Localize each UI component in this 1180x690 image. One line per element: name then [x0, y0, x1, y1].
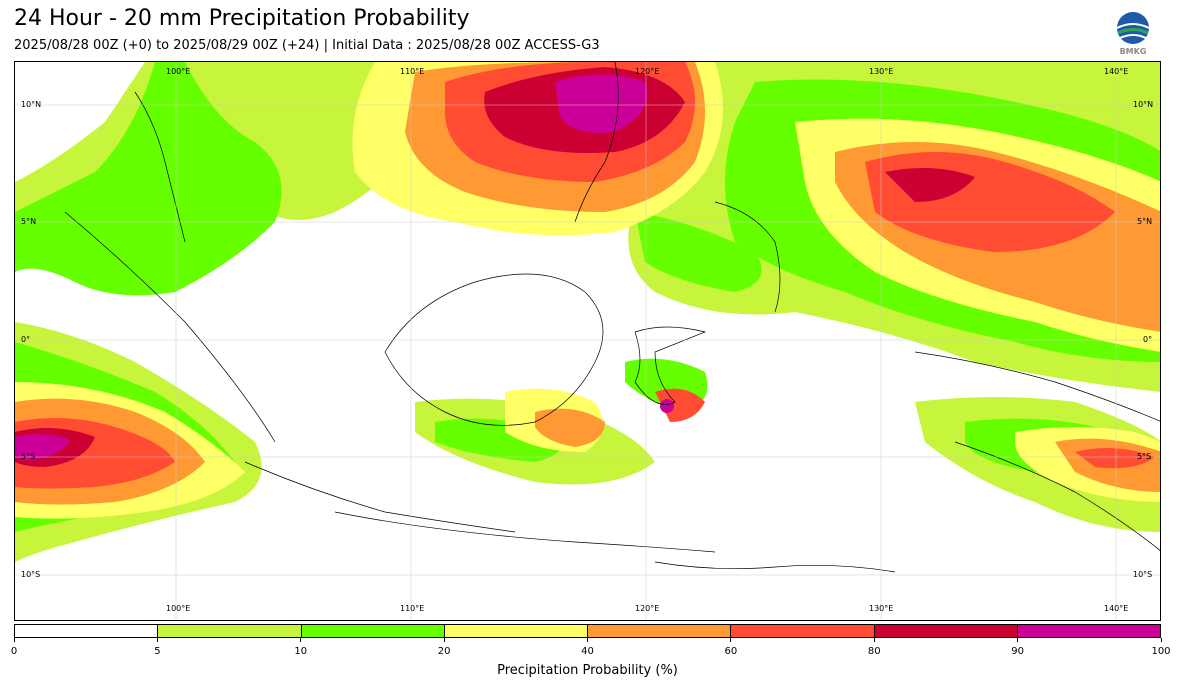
colorbar-tick-8 — [1160, 638, 1162, 642]
colorbar-bin-7 — [1016, 625, 1160, 637]
lat-label-0: 0° — [21, 335, 31, 344]
colorbar-tick-label-4: 40 — [581, 646, 594, 657]
lat-label-right-10n: 10°N — [1133, 100, 1154, 109]
colorbar-tick-1 — [156, 638, 158, 642]
colorbar-bin-2 — [300, 625, 444, 637]
prob-90-100-layer — [15, 74, 674, 460]
lon-label-bottom-120e: 120°E — [635, 604, 660, 613]
colorbar-tick-2 — [300, 638, 302, 642]
map-subtitle: 2025/08/28 00Z (+0) to 2025/08/29 00Z (+… — [14, 38, 600, 53]
lat-label-10n: 10°N — [21, 100, 42, 109]
lat-label-right-5s: 5°S — [1137, 452, 1152, 461]
colorbar-bin-3 — [443, 625, 587, 637]
colorbar-tick-6 — [873, 638, 875, 642]
lon-label-120e: 120°E — [635, 67, 660, 76]
lon-label-100e: 100°E — [166, 67, 191, 76]
colorbar-tick-label-7: 90 — [1011, 646, 1024, 657]
colorbar-tick-label-6: 80 — [867, 646, 881, 657]
colorbar — [14, 624, 1161, 638]
colorbar-bin-5 — [730, 625, 874, 637]
lat-label-10s: 10°S — [21, 570, 41, 579]
logo-text: BMKG — [1120, 47, 1147, 56]
colorbar-tick-5 — [730, 638, 732, 642]
colorbar-tick-label-3: 20 — [437, 646, 451, 657]
colorbar-tick-7 — [1017, 638, 1019, 642]
colorbar-tick-3 — [443, 638, 445, 642]
lon-label-bottom-100e: 100°E — [166, 604, 191, 613]
colorbar-tick-0 — [13, 638, 15, 642]
lat-label-right-5n: 5°N — [1137, 217, 1153, 226]
colorbar-tick-label-8: 100 — [1151, 646, 1171, 657]
lat-label-5n: 5°N — [21, 217, 37, 226]
lon-label-bottom-110e: 110°E — [400, 604, 425, 613]
colorbar-tick-label-0: 0 — [10, 646, 18, 657]
precipitation-map: 100°E 110°E 120°E 130°E 140°E 100°E 110°… — [14, 61, 1161, 621]
colorbar-title: Precipitation Probability (%) — [497, 663, 678, 678]
colorbar-tick-label-2: 10 — [294, 646, 308, 657]
lat-label-right-0: 0° — [1143, 335, 1153, 344]
graticule — [15, 62, 1160, 620]
bmkg-logo: BMKG — [1114, 10, 1152, 56]
lat-label-5s: 5°S — [21, 452, 36, 461]
colorbar-tick-4 — [587, 638, 588, 642]
map-title: 24 Hour - 20 mm Precipitation Probabilit… — [14, 6, 470, 31]
map-canvas — [15, 62, 1160, 620]
colorbar-tick-label-1: 5 — [154, 646, 161, 657]
colorbar-bin-1 — [157, 625, 301, 637]
lon-label-110e: 110°E — [400, 67, 425, 76]
colorbar-bin-0 — [15, 625, 158, 637]
bmkg-logo-icon: BMKG — [1116, 12, 1150, 56]
coastlines — [64, 62, 1160, 573]
lon-label-bottom-140e: 140°E — [1104, 604, 1129, 613]
lon-label-140e: 140°E — [1104, 67, 1129, 76]
colorbar-bin-6 — [873, 625, 1017, 637]
lon-label-bottom-130e: 130°E — [869, 604, 894, 613]
colorbar-bin-4 — [587, 625, 731, 637]
lat-label-right-10s: 10°S — [1133, 570, 1153, 579]
lon-label-130e: 130°E — [869, 67, 894, 76]
colorbar-tick-label-5: 60 — [724, 646, 738, 657]
